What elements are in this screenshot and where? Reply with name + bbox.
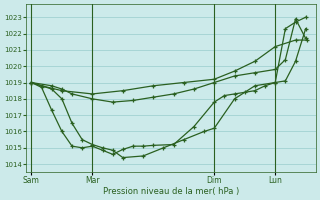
X-axis label: Pression niveau de la mer( hPa ): Pression niveau de la mer( hPa ) [103,187,239,196]
